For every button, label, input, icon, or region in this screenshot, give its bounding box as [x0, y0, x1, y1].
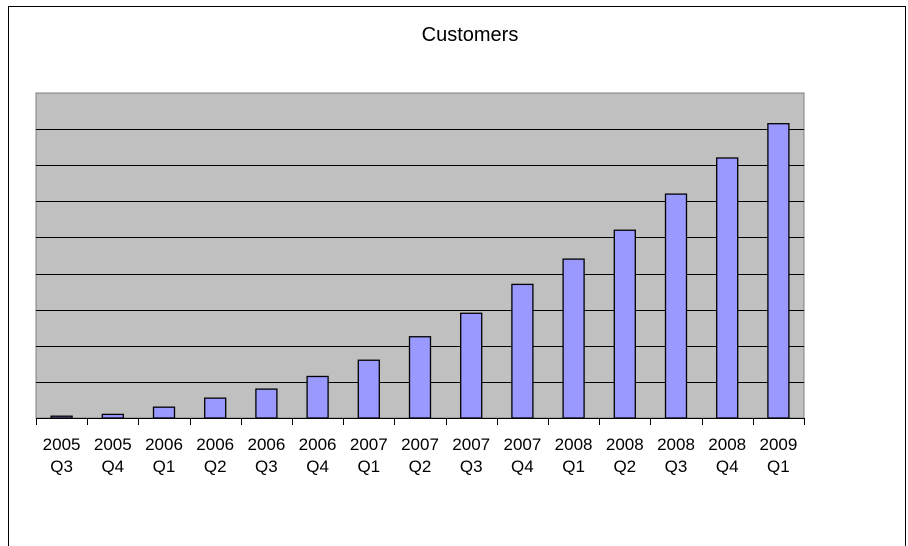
- x-tick-label-year: 2006: [196, 435, 234, 454]
- x-tick-label: 2007 Q1: [350, 435, 388, 476]
- x-tick-label-year: 2006: [145, 435, 183, 454]
- bar: [204, 397, 227, 419]
- x-tick-label-year: 2006: [247, 435, 285, 454]
- x-tick-label: 2006 Q4: [299, 435, 337, 476]
- bar: [101, 413, 124, 419]
- x-axis: [36, 418, 805, 425]
- bar: [767, 123, 790, 419]
- x-tick-label-year: 2007: [350, 435, 388, 454]
- bar: [613, 229, 636, 419]
- x-tick-label-quarter: Q4: [101, 457, 124, 476]
- x-tick-label-year: 2007: [503, 435, 541, 454]
- bar: [152, 406, 176, 419]
- bar: [408, 336, 432, 419]
- x-tick-label: 2008 Q2: [606, 435, 644, 476]
- x-tick-label: 2009 Q1: [759, 435, 797, 476]
- x-tick-label: 2007 Q2: [401, 435, 439, 476]
- x-tick-label-year: 2007: [452, 435, 490, 454]
- x-tick-label-quarter: Q3: [255, 457, 278, 476]
- x-tick-label: 2006 Q1: [145, 435, 183, 476]
- x-tick-label-year: 2005: [94, 435, 132, 454]
- x-tick-label-quarter: Q3: [50, 457, 73, 476]
- x-tick-label-year: 2005: [43, 435, 81, 454]
- bar: [460, 312, 483, 419]
- x-tick-label: 2008 Q1: [555, 435, 593, 476]
- bar: [562, 258, 585, 419]
- x-tick-label-quarter: Q1: [562, 457, 585, 476]
- x-tick-label-quarter: Q2: [613, 457, 636, 476]
- chart-frame: [8, 6, 906, 546]
- x-tick-label: 2005 Q4: [94, 435, 132, 476]
- x-tick-label-year: 2009: [759, 435, 797, 454]
- x-tick-label: 2007 Q3: [452, 435, 490, 476]
- x-tick-label-quarter: Q2: [204, 457, 227, 476]
- x-tick-label: 2006 Q3: [247, 435, 285, 476]
- x-tick-label-quarter: Q3: [460, 457, 483, 476]
- bar: [511, 283, 534, 419]
- x-tick-label-year: 2008: [708, 435, 746, 454]
- x-tick-label-quarter: Q2: [409, 457, 432, 476]
- x-tick-label: 2006 Q2: [196, 435, 234, 476]
- x-tick-label-year: 2008: [555, 435, 593, 454]
- bar: [716, 157, 739, 419]
- x-tick-label-quarter: Q4: [511, 457, 534, 476]
- x-tick-label-year: 2008: [606, 435, 644, 454]
- bar: [50, 415, 73, 419]
- x-tick-label-quarter: Q3: [665, 457, 688, 476]
- x-tick-label-year: 2007: [401, 435, 439, 454]
- x-tick-label-quarter: Q4: [306, 457, 329, 476]
- bar: [255, 388, 278, 419]
- chart-title: Customers: [421, 24, 519, 46]
- x-tick-label-quarter: Q1: [153, 457, 176, 476]
- x-tick-label-year: 2008: [657, 435, 695, 454]
- x-tick-label-quarter: Q4: [716, 457, 739, 476]
- x-tick-label: 2008 Q4: [708, 435, 746, 476]
- bar: [664, 193, 688, 419]
- x-tick-label-quarter: Q1: [767, 457, 790, 476]
- x-tick-label-quarter: Q1: [357, 457, 380, 476]
- bar: [357, 359, 380, 419]
- bar: [306, 375, 329, 419]
- x-tick-label-year: 2006: [299, 435, 337, 454]
- x-tick-label: 2007 Q4: [503, 435, 541, 476]
- x-tick-label: 2005 Q3: [43, 435, 81, 476]
- x-tick-label: 2008 Q3: [657, 435, 695, 476]
